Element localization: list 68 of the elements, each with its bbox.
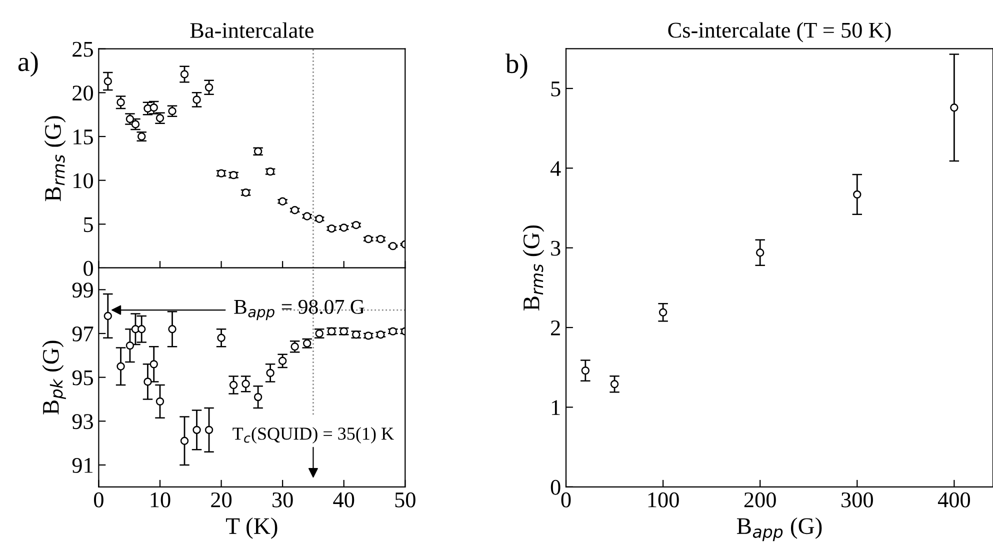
y-tick-label: 5 [84,217,93,232]
y-axis-title: B$_{rms}$ (G) [522,225,544,311]
y-tick-label: 97 [72,326,94,342]
y-axis-title: B$_{rms}$ (G) [44,116,66,202]
point [180,436,189,445]
y-tick-label: 91 [72,458,93,473]
x-tick-label: 100 [648,492,679,508]
point [168,325,176,334]
x-tick-label: 400 [938,492,970,508]
y-tick-label: 5 [551,82,560,96]
point [180,70,189,78]
annotation: T$_{c}$(SQUID) = 35(1) K [232,427,394,444]
point [756,248,764,257]
y-tick-label: 4 [550,161,561,176]
x-tick-label: 40 [333,492,354,508]
point [126,341,134,350]
point [156,397,164,406]
text: a) [18,52,38,77]
point [254,392,262,402]
y-tick-label: 15 [74,130,93,144]
point [229,380,238,390]
point [116,362,125,370]
point [581,366,590,375]
chart-title: Cs-intercalate (T = 50 K) [668,22,891,42]
annotation: B$_{app}$ = 98.07 G [234,300,364,320]
y-tick-label: 0 [550,480,560,495]
x-axis-title: T (K) [226,517,278,539]
y-tick-label: 95 [72,370,93,386]
x-tick-label: 300 [842,492,873,508]
point [610,380,619,388]
point [658,308,668,316]
point [150,360,158,368]
y-tick-label: 99 [72,282,93,298]
x-tick-label: 0 [94,492,104,508]
point [278,356,287,365]
y-tick-label: 10 [74,173,93,188]
x-tick-label: 30 [272,492,293,508]
point [144,378,152,386]
y-tick-label: 3 [551,240,560,256]
point [104,77,112,86]
point [242,380,250,388]
point [290,342,299,351]
point [192,96,201,104]
chart-title: Ba-intercalate [190,22,314,38]
point [266,368,274,378]
point [204,83,214,92]
text: b) [505,54,528,79]
point [116,98,125,106]
x-tick-label: 0 [561,492,571,508]
x-tick-label: 10 [150,492,170,508]
y-tick-label: 0 [84,260,93,276]
y-tick-label: 20 [72,86,93,101]
point [204,426,214,434]
y-axis-title: B$_{pk}$ (G) [42,340,66,414]
point [138,325,146,334]
y-tick-label: 2 [551,320,560,336]
x-axis-title: B$_{app}$ (G) [736,517,822,542]
x-tick-label: 20 [211,492,232,508]
y-tick-label: 1 [552,400,560,415]
point [853,190,862,199]
x-tick-label: 200 [744,492,776,508]
x-tick-label: 50 [395,492,416,508]
y-tick-label: 93 [72,414,93,430]
point [217,334,226,342]
y-tick-label: 25 [72,42,93,57]
point [950,104,958,112]
point [192,426,201,434]
point [104,312,112,320]
